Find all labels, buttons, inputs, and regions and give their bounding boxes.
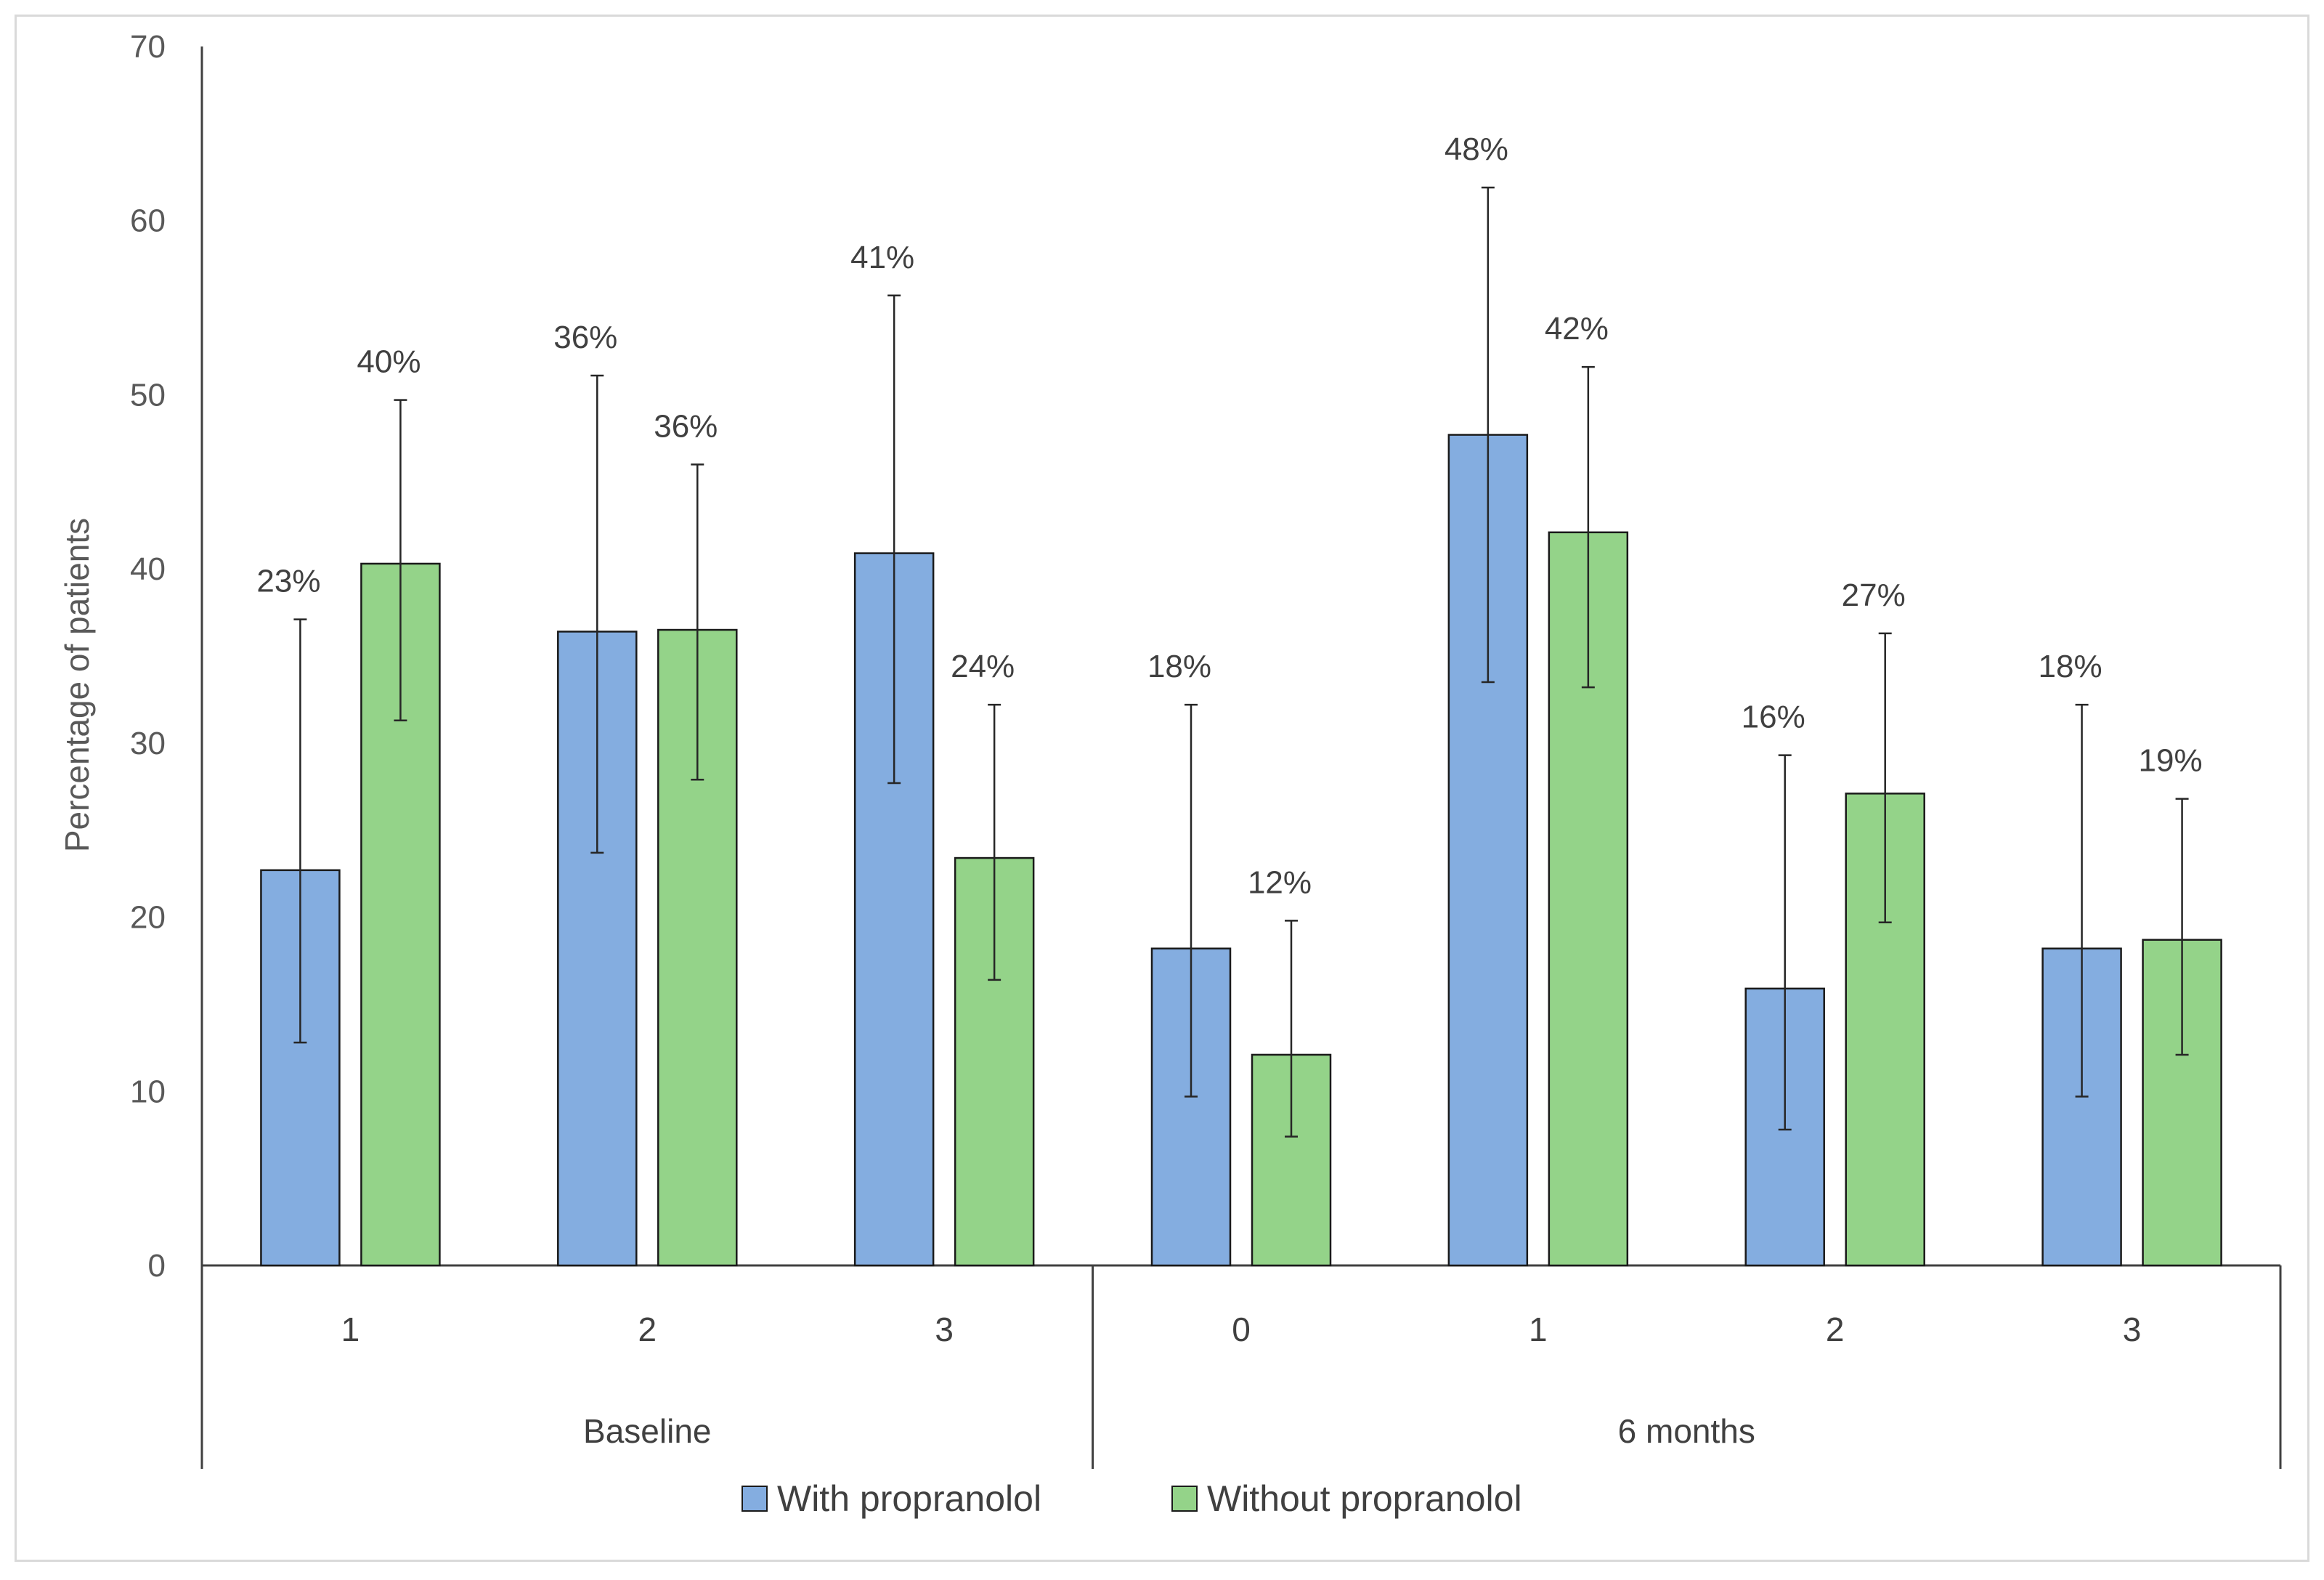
bar-without-propranolol	[954, 856, 1035, 1267]
x-category-label: 1	[1529, 1310, 1548, 1348]
data-label: 19%	[2139, 743, 2203, 779]
y-tick-label: 30	[130, 726, 166, 761]
data-label: 12%	[1248, 864, 1312, 900]
legend-label-with-propranolol: With propranolol	[777, 1478, 1041, 1519]
x-category-label: 1	[341, 1310, 360, 1348]
data-label: 16%	[1742, 700, 1805, 735]
x-group-label: 6 months	[1618, 1412, 1755, 1450]
legend-label-without-propranolol: Without propranolol	[1207, 1478, 1522, 1519]
data-label: 18%	[1147, 649, 1211, 684]
x-category-label: 2	[638, 1310, 657, 1348]
data-label: 18%	[2039, 649, 2102, 684]
data-label: 23%	[256, 564, 320, 599]
y-tick-label: 10	[130, 1074, 166, 1109]
bar-without-propranolol	[2142, 939, 2222, 1267]
data-label: 41%	[850, 240, 914, 275]
data-label: 42%	[1545, 311, 1609, 347]
legend-swatch-without-propranolol	[1171, 1486, 1198, 1512]
data-label: 48%	[1445, 131, 1508, 167]
data-label: 40%	[357, 344, 420, 380]
x-category-label: 2	[1826, 1310, 1845, 1348]
y-tick-label: 40	[130, 551, 166, 587]
data-label: 27%	[1842, 578, 1906, 613]
y-tick-label: 70	[130, 29, 166, 65]
x-category-label: 3	[2123, 1310, 2142, 1348]
x-category-label: 3	[935, 1310, 954, 1348]
chart-frame	[15, 15, 2309, 1562]
data-label: 36%	[553, 320, 617, 355]
y-tick-label: 0	[148, 1248, 166, 1284]
x-category-label: 0	[1232, 1310, 1251, 1348]
legend-swatch-with-propranolol	[742, 1486, 768, 1512]
bar-without-propranolol	[1845, 793, 1925, 1267]
x-group-label: Baseline	[583, 1412, 711, 1450]
data-label: 24%	[951, 649, 1015, 684]
y-tick-label: 50	[130, 377, 166, 413]
y-tick-label: 60	[130, 203, 166, 239]
y-axis-title: Percentage of patients	[58, 518, 96, 852]
y-tick-label: 20	[130, 900, 166, 936]
data-label: 36%	[654, 408, 718, 444]
